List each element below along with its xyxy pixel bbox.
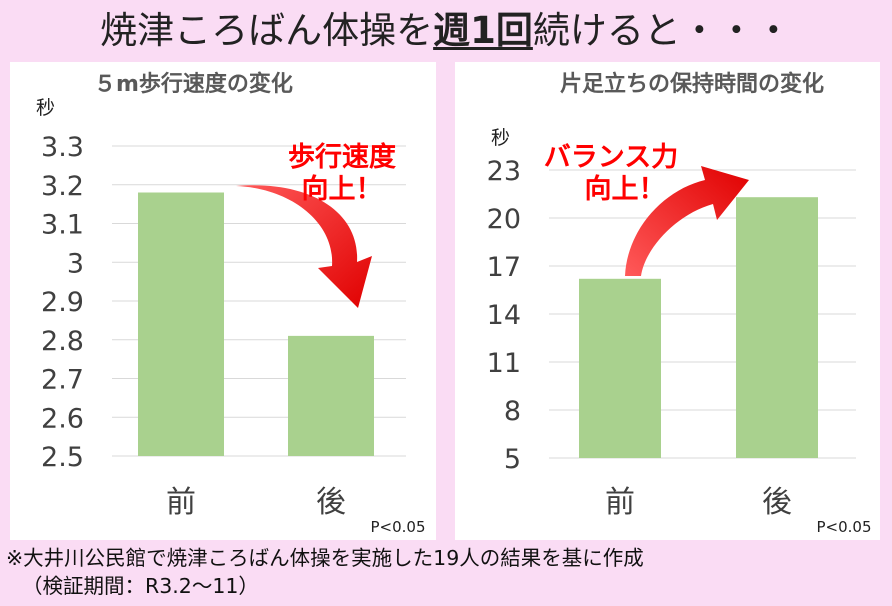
footnote: ※大井川公民館で焼津ころばん体操を実施した19人の結果を基に作成 （検証期間：R… bbox=[6, 544, 886, 600]
bar-before bbox=[579, 278, 661, 458]
y-tick-label: 2.5 bbox=[41, 442, 84, 473]
trend-arrow-up bbox=[625, 166, 749, 276]
x-tick-labels: 前後 bbox=[166, 485, 346, 520]
bar-after bbox=[288, 335, 374, 456]
y-tick-label: 2.8 bbox=[41, 326, 84, 357]
trend-arrow-down bbox=[236, 185, 372, 308]
y-tick-labels: 3.3 3.2 3.1 3 2.9 2.8 2.7 2.6 2.5 bbox=[41, 132, 84, 473]
y-axis-unit: 秒 bbox=[491, 127, 510, 149]
y-tick-label: 2.9 bbox=[41, 287, 84, 318]
title-part2: 続けると・・・ bbox=[532, 9, 792, 52]
y-tick-label: 3.2 bbox=[41, 171, 84, 202]
annotation-line1: 歩行速度 bbox=[288, 141, 396, 173]
y-tick-label: 14 bbox=[487, 300, 521, 331]
bars bbox=[579, 197, 818, 458]
y-tick-label: 3.3 bbox=[41, 132, 84, 163]
y-tick-label: 23 bbox=[487, 156, 521, 187]
y-tick-label: 5 bbox=[504, 444, 521, 475]
x-tick-labels: 前後 bbox=[605, 485, 792, 520]
chart-panel-one-leg-stand: 片足立ちの保持時間の変化 秒 23 20 17 14 11 8 5 前後 バランス力 向上！… bbox=[455, 62, 880, 540]
title-part1: 焼津ころばん体操を bbox=[100, 9, 434, 52]
footnote-line2: （検証期間：R3.2～11） bbox=[22, 574, 259, 598]
y-tick-label: 2.6 bbox=[41, 403, 84, 434]
significance-label: P<0.05 bbox=[816, 518, 871, 536]
y-tick-label: 20 bbox=[487, 204, 521, 235]
chart-title: 片足立ちの保持時間の変化 bbox=[560, 71, 824, 97]
y-tick-label: 8 bbox=[504, 396, 521, 427]
x-tick-label: 前 bbox=[605, 485, 635, 520]
footnote-line1: ※大井川公民館で焼津ころばん体操を実施した19人の結果を基に作成 bbox=[6, 546, 644, 570]
annotation-line2: 向上！ bbox=[302, 173, 383, 205]
chart-title: ５m歩行速度の変化 bbox=[94, 71, 293, 97]
y-tick-labels: 23 20 17 14 11 8 5 bbox=[487, 156, 521, 475]
chart-svg-walking-speed: ５m歩行速度の変化 秒 3.33.23.132.92.82.72.62.5 前後… bbox=[36, 71, 426, 536]
title-highlight: 週1回 bbox=[433, 9, 533, 52]
x-tick-label: 後 bbox=[762, 485, 792, 520]
annotation-line2: 向上！ bbox=[585, 173, 666, 205]
x-tick-label: 前 bbox=[166, 485, 196, 520]
x-tick-label: 後 bbox=[316, 485, 346, 520]
y-tick-label: 3 bbox=[67, 248, 84, 279]
y-tick-label: 17 bbox=[487, 252, 521, 283]
chart-panel-walking-speed: ５m歩行速度の変化 秒 3.3 3.2 3.1 3 2.9 2.8 2.7 2.6 2.5 前後… bbox=[10, 62, 436, 540]
bar-before bbox=[138, 192, 224, 456]
significance-label: P<0.05 bbox=[370, 518, 425, 536]
annotation-line1: バランス力 bbox=[544, 142, 678, 173]
y-tick-label: 2.7 bbox=[41, 365, 84, 396]
y-tick-label: 3.1 bbox=[41, 210, 84, 241]
bar-after bbox=[736, 197, 818, 458]
y-axis-unit: 秒 bbox=[36, 97, 55, 119]
y-tick-label: 11 bbox=[487, 348, 521, 379]
page-title: 焼津ころばん体操を週1回続けると・・・ bbox=[0, 4, 892, 58]
bars bbox=[138, 192, 374, 456]
chart-svg-one-leg-stand: 片足立ちの保持時間の変化 秒 232017141185 前後 バランス力 向上！… bbox=[487, 71, 872, 536]
